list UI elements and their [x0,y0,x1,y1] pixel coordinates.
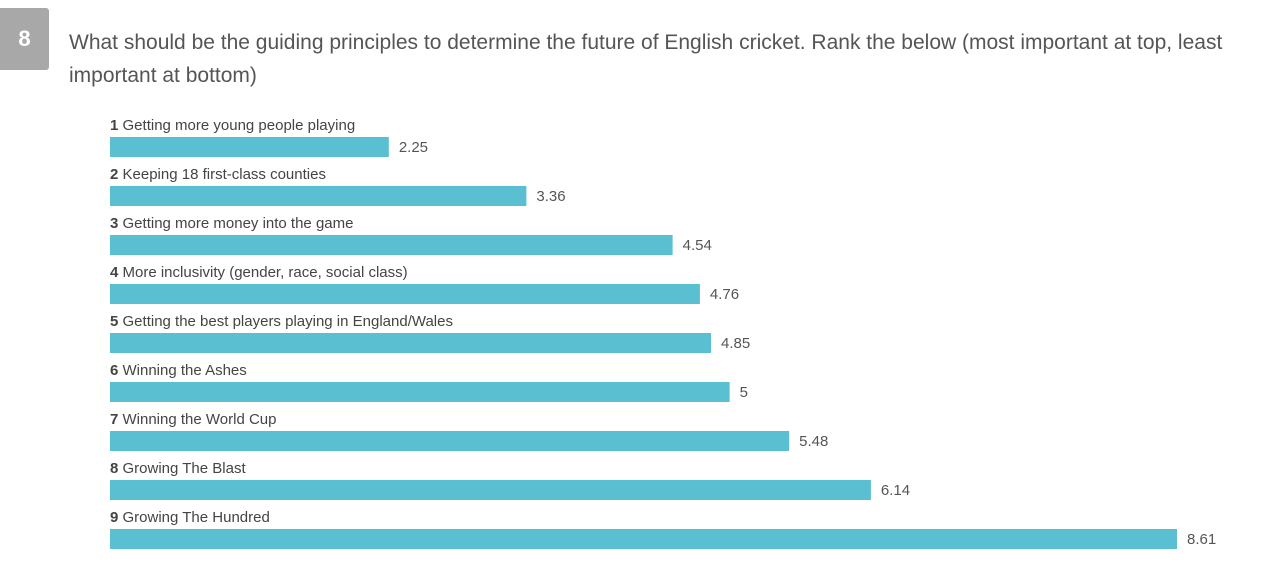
category-label: 6 Winning the Ashes [110,362,247,379]
category-name: Getting more young people playing [118,117,355,134]
bar [110,480,871,500]
category-label: 9 Growing The Hundred [110,509,270,526]
category-name: Growing The Hundred [118,509,269,526]
category-name: Getting the best players playing in Engl… [118,313,453,330]
category-rank: 2 [110,166,118,183]
category-rank: 7 [110,411,118,428]
value-label: 4.54 [683,237,712,254]
category-rank: 6 [110,362,118,379]
category-rank: 8 [110,460,118,477]
category-label: 8 Growing The Blast [110,460,246,477]
category-label: 2 Keeping 18 first-class counties [110,166,326,183]
value-label: 6.14 [881,482,910,499]
bar [110,431,790,451]
bar [110,137,389,157]
bar [110,186,527,206]
bar [110,284,700,304]
category-rank: 4 [110,264,119,281]
value-label: 5.48 [799,433,828,450]
question-number-badge: 8 [0,8,49,70]
category-name: Getting more money into the game [118,215,353,232]
bar [110,333,712,353]
value-label: 5 [740,384,748,401]
value-label: 3.36 [536,188,565,205]
category-rank: 3 [110,215,118,232]
category-label: 3 Getting more money into the game [110,215,353,232]
category-name: More inclusivity (gender, race, social c… [118,264,407,281]
value-label: 4.76 [710,286,739,303]
question-text: What should be the guiding principles to… [69,31,1223,87]
category-name: Winning the Ashes [118,362,246,379]
value-label: 4.85 [721,335,750,352]
category-rank: 9 [110,509,118,526]
category-rank: 1 [110,117,118,134]
category-rank: 5 [110,313,118,330]
category-label: 4 More inclusivity (gender, race, social… [110,264,408,281]
value-label: 8.61 [1187,531,1216,548]
category-label: 7 Winning the World Cup [110,411,276,428]
category-name: Keeping 18 first-class counties [118,166,326,183]
bar [110,382,730,402]
category-label: 1 Getting more young people playing [110,117,355,134]
bar [110,529,1177,549]
category-name: Growing The Blast [118,460,246,477]
category-name: Winning the World Cup [118,411,276,428]
bar [110,235,673,255]
value-label: 2.25 [399,139,428,156]
category-label: 5 Getting the best players playing in En… [110,313,453,330]
